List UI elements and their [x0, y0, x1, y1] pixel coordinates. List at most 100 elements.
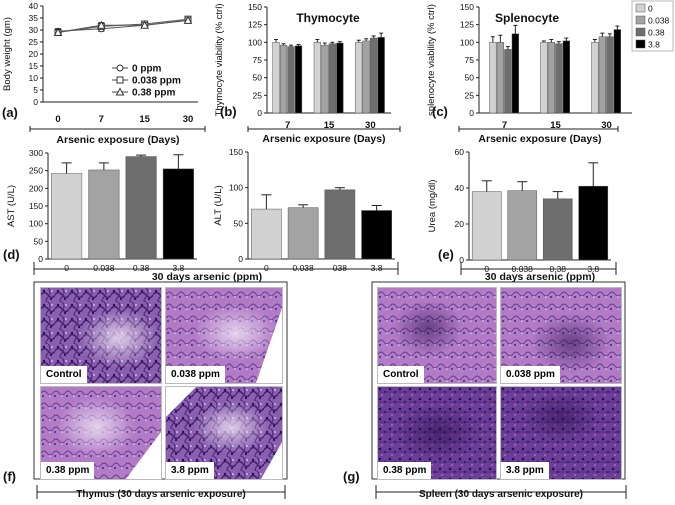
bar: [321, 44, 329, 114]
legend-marker: [116, 76, 124, 84]
y-tick-label: 125: [248, 20, 262, 30]
panel-label-thymus: (f): [3, 469, 16, 484]
bar: [51, 173, 83, 260]
spleen-38-label: 3.8 ppm: [501, 462, 549, 479]
x-axis-label-blood: 30 days arsenic (ppm): [152, 271, 262, 283]
panel-b-bar-chart: 0 25 50 75 100 125 150 Thymocyte viability (% c…: [214, 2, 391, 131]
x-tick-label: 038: [333, 263, 347, 273]
bar: [377, 37, 385, 114]
y-tick-label: 50: [234, 218, 244, 228]
bar: [272, 42, 280, 114]
bar: [504, 49, 512, 114]
thymus-0038-label: 0.038 ppm: [166, 366, 225, 383]
thymus-38-label: 3.8 ppm: [166, 462, 214, 479]
y-tick-label: 50: [34, 236, 44, 246]
panel-alt-chart: 0 50 100 150 ALT (U/L) 0 0.038 038 3.8: [213, 147, 395, 273]
legend-label: 3.8: [648, 40, 660, 50]
x-tick-label: 0.038: [93, 263, 115, 273]
y-tick-label: 0: [257, 108, 262, 118]
thymus-bracket: [36, 485, 286, 499]
legend-label: 0: [648, 4, 653, 14]
bar: [125, 156, 157, 260]
y-axis-label: AST (U/L): [6, 185, 17, 227]
legend-marker: [115, 87, 125, 96]
legend-label: 0.38: [648, 28, 665, 38]
y-tick-label: 40: [455, 183, 465, 193]
bar: [496, 42, 504, 114]
x-axis-label: Arsenic exposure (Days): [56, 134, 179, 146]
y-tick-label: 30: [29, 25, 39, 35]
x-bracket-blood: [33, 262, 399, 275]
bar: [370, 37, 378, 114]
x-tick-label: 30: [365, 120, 376, 131]
y-tick-label: 35: [29, 13, 39, 23]
x-tick-label: 30: [183, 114, 194, 125]
legend-box: [631, 0, 674, 52]
panel-label: (e): [438, 247, 454, 262]
spleen-0038-label: 0.038 ppm: [501, 366, 560, 383]
y-tick-label: 250: [29, 166, 43, 176]
y-tick-label: 0: [469, 108, 474, 118]
legend-label: 0.038: [648, 16, 670, 26]
y-tick-label: 40: [29, 1, 39, 11]
data-point-triangle: [96, 20, 106, 29]
x-bracket: [458, 126, 619, 132]
bar: [287, 46, 295, 114]
y-tick-label: 20: [29, 49, 39, 59]
bar: [251, 208, 282, 260]
x-tick-label: 15: [324, 120, 335, 131]
x-tick-label: 7: [502, 120, 507, 131]
chart-title: Splenocyte: [495, 11, 559, 25]
panel-d-ast-chart: 0 50 100 150 200 250 300 AST (U/L) 0 0.038 0.38 3.8…: [3, 148, 197, 273]
x-tick-label: 0: [264, 263, 269, 273]
y-axis-label: Urea (mg/dl): [427, 180, 438, 233]
bar: [489, 42, 497, 114]
x-tick-label: 0: [64, 263, 69, 273]
panel-label-spleen: (g): [343, 469, 360, 484]
y-axis-label: Thymocyte viability (% ctrl): [214, 4, 225, 117]
thymus-control-label: Control: [41, 366, 87, 383]
bar: [336, 42, 344, 114]
y-axis-label: splenocyte viability (% ctrl): [426, 4, 437, 116]
y-tick-label: 10: [29, 73, 39, 83]
spleen-control-image: Control: [377, 287, 497, 384]
bar: [507, 190, 538, 261]
thymus-0038-image: 0.038 ppm: [165, 287, 283, 384]
bar: [598, 36, 606, 114]
x-axis-label-urea: 30 days arsenic (ppm): [485, 271, 595, 283]
y-tick-label: 0: [238, 254, 243, 264]
y-tick-label: 300: [29, 148, 43, 158]
y-tick-label: 0: [38, 254, 43, 264]
bar: [562, 40, 570, 114]
spleen-38-image: 3.8 ppm: [500, 386, 622, 480]
spleen-frame: [371, 281, 626, 480]
y-tick-label: 15: [29, 61, 39, 71]
x-bracket-urea: [460, 262, 617, 275]
y-tick-label: 50: [253, 73, 263, 83]
series-line: [57, 19, 189, 33]
panel-label: (b): [220, 104, 237, 119]
y-tick-label: 150: [29, 201, 43, 211]
panel-label: (c): [432, 104, 448, 119]
bar: [355, 42, 363, 114]
bar: [162, 168, 194, 260]
bar: [328, 43, 336, 114]
x-tick-label: 0: [55, 114, 60, 125]
y-tick-label: 25: [465, 90, 475, 100]
y-tick-label: 75: [465, 55, 475, 65]
y-tick-label: 25: [253, 90, 263, 100]
axis-brackets: Arsenic exposure (Days) Arsenic exposure …: [3, 126, 627, 500]
y-tick-label: 200: [29, 183, 43, 193]
y-tick-label: 150: [460, 2, 474, 12]
bar: [361, 210, 392, 260]
x-tick-label: 0.038: [292, 263, 314, 273]
x-axis-label: Arsenic exposure (Days): [478, 133, 601, 145]
y-tick-label: 100: [460, 37, 474, 47]
bar: [324, 189, 356, 260]
chart-title: Thymocyte: [296, 11, 360, 25]
panel-label: (a): [2, 105, 18, 120]
bar: [88, 169, 120, 260]
x-tick-label: 0.38: [133, 263, 150, 273]
